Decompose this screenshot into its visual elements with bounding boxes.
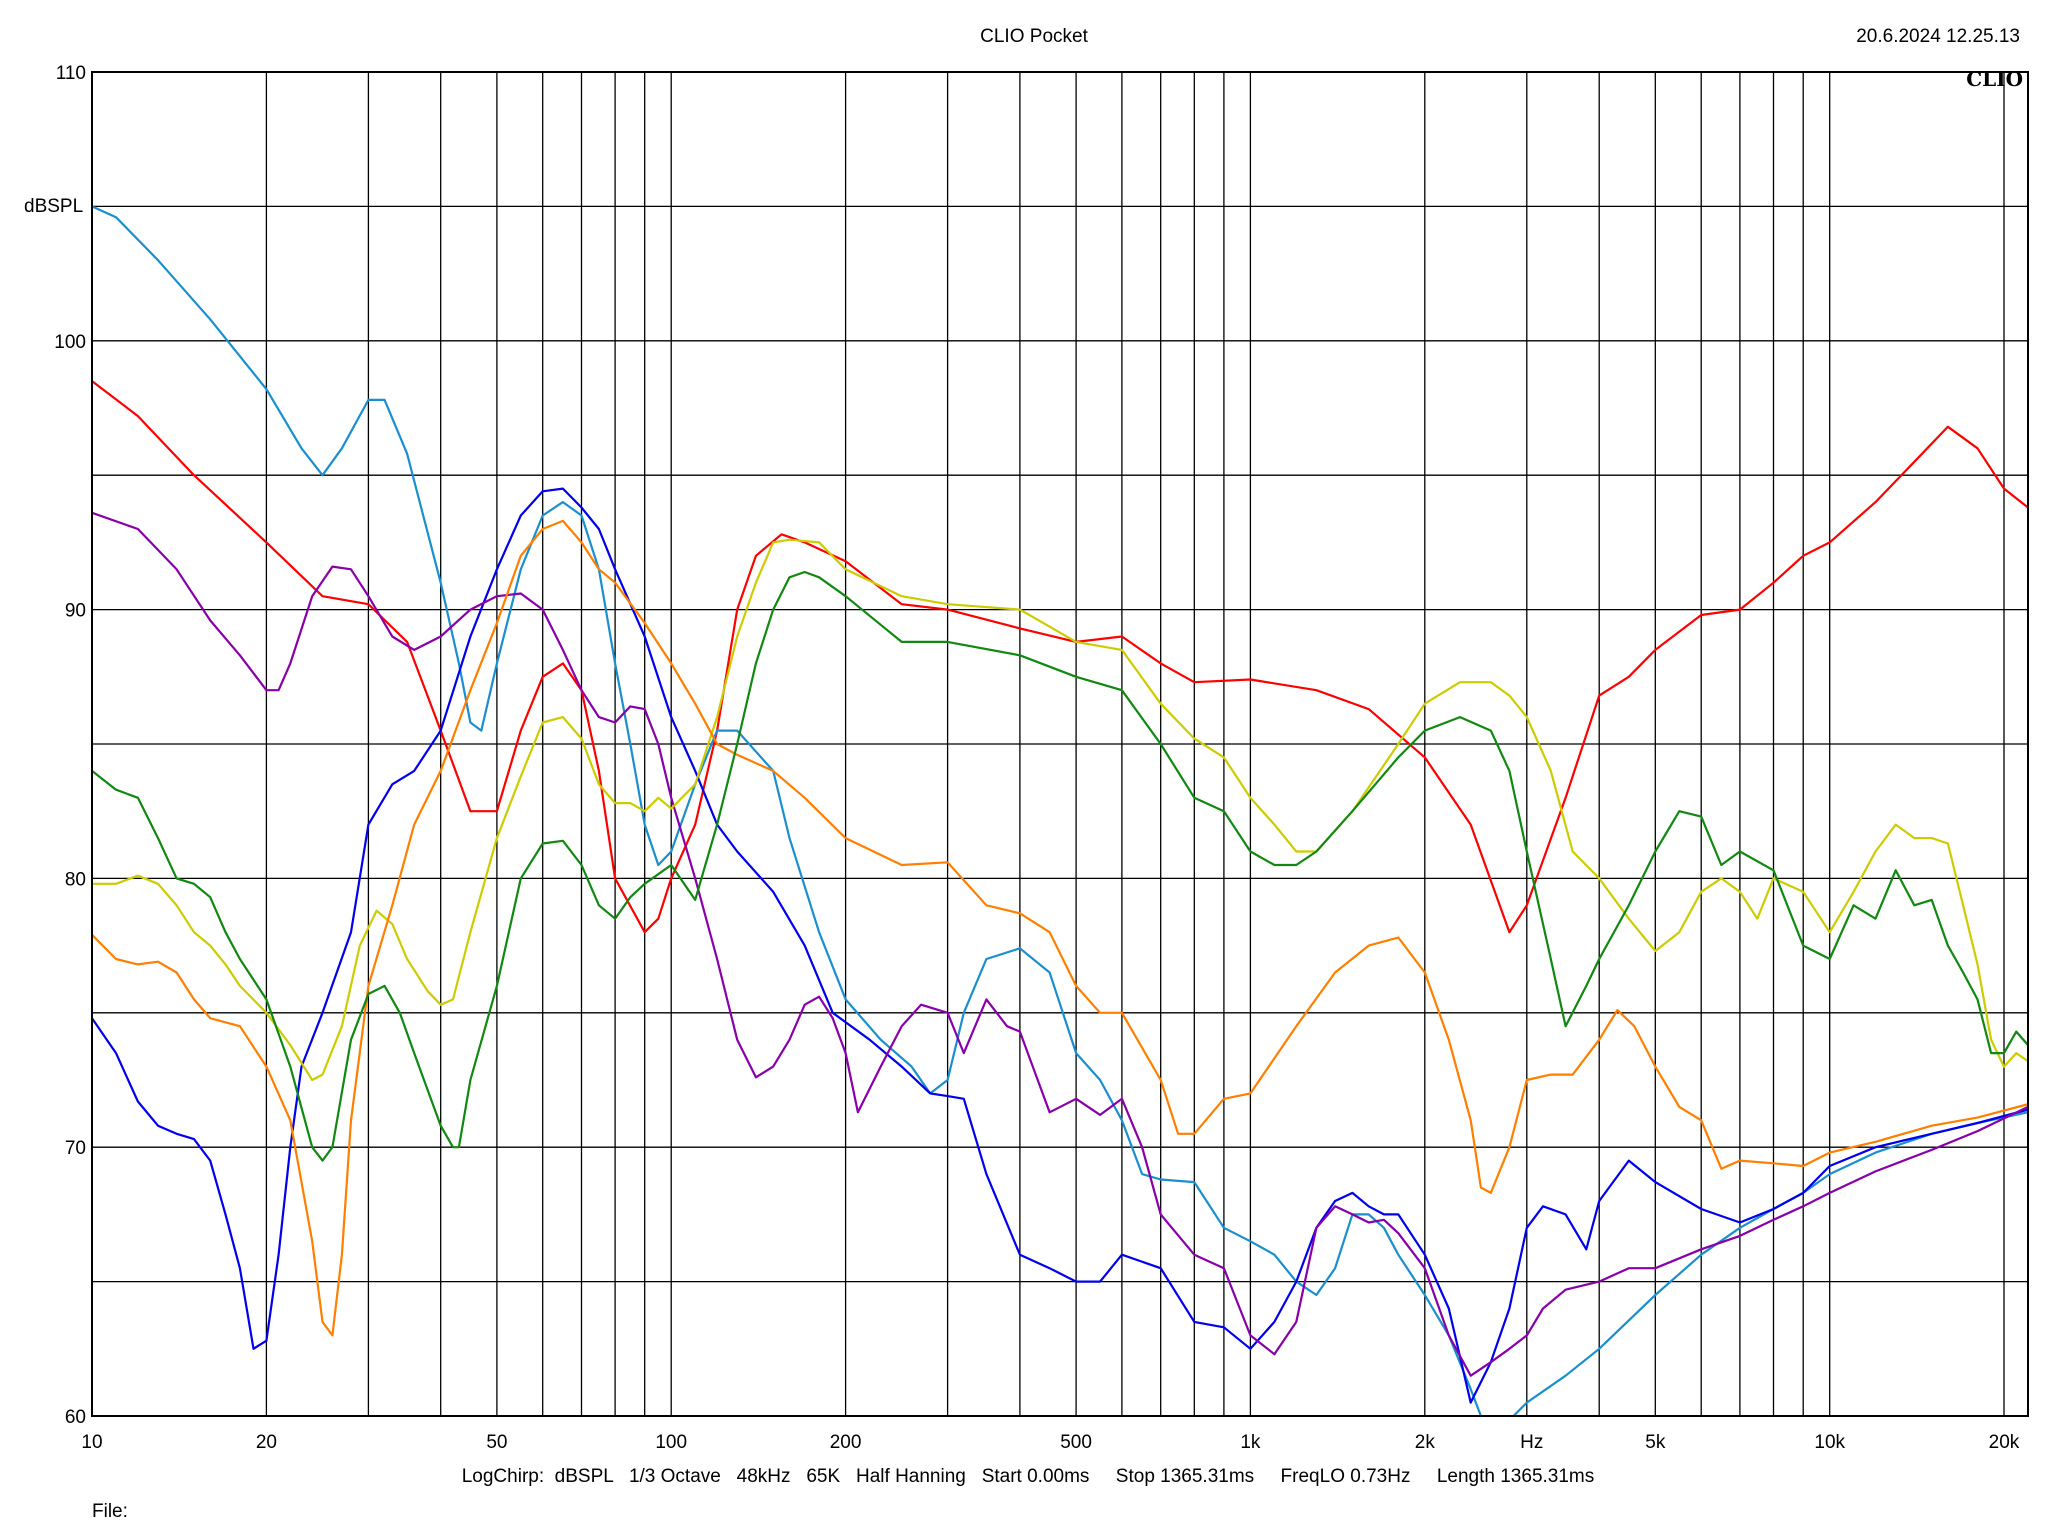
series-line-7 bbox=[92, 570, 2028, 1162]
x-tick-label: 20 bbox=[256, 1432, 277, 1453]
x-tick-label: 100 bbox=[655, 1432, 687, 1453]
brand-logo: CLIO bbox=[1966, 67, 2023, 91]
y-tick-labels: 110 100 90 80 70 60 bbox=[54, 63, 86, 1428]
plot-frame bbox=[91, 71, 2029, 1417]
x-tick-labels: 10 20 50 100 200 500 1k 2k 5k 10k 20k Hz bbox=[81, 1432, 2019, 1453]
x-axis-unit-label: Hz bbox=[1520, 1432, 1543, 1453]
x-tick-label: 5k bbox=[1645, 1432, 1666, 1453]
x-tick-label: 10k bbox=[1814, 1432, 1845, 1453]
y-tick-label: 60 bbox=[65, 1407, 86, 1428]
series-line-6 bbox=[92, 519, 2028, 1337]
x-tick-label: 10 bbox=[81, 1432, 102, 1453]
file-label: File: bbox=[92, 1501, 128, 1522]
series-lines bbox=[92, 205, 2028, 1416]
chart-title: CLIO Pocket bbox=[980, 26, 1088, 47]
x-tick-label: 20k bbox=[1989, 1432, 2020, 1453]
x-tick-label: 2k bbox=[1415, 1432, 1436, 1453]
series-line-3 bbox=[92, 487, 2028, 1404]
x-tick-label: 500 bbox=[1060, 1432, 1092, 1453]
x-tick-label: 50 bbox=[486, 1432, 507, 1453]
y-tick-label: 90 bbox=[65, 601, 86, 622]
measurement-datetime: 20.6.2024 12.25.13 bbox=[1856, 26, 2020, 47]
y-tick-label: 80 bbox=[65, 869, 86, 890]
y-tick-label: 70 bbox=[65, 1138, 86, 1159]
series-line-4 bbox=[92, 511, 2028, 1377]
x-tick-label: 1k bbox=[1240, 1432, 1261, 1453]
x-tick-label: 200 bbox=[830, 1432, 862, 1453]
series-line-1 bbox=[92, 380, 2028, 934]
series-line-5 bbox=[92, 538, 2028, 1082]
footer-info: LogChirp: dBSPL 1/3 Octave 48kHz 65K Hal… bbox=[462, 1466, 1595, 1487]
series-line-2 bbox=[92, 205, 2028, 1416]
y-tick-label: 110 bbox=[56, 63, 86, 84]
y-tick-label: 100 bbox=[54, 332, 86, 353]
y-axis-unit-label: dBSPL bbox=[24, 196, 83, 217]
